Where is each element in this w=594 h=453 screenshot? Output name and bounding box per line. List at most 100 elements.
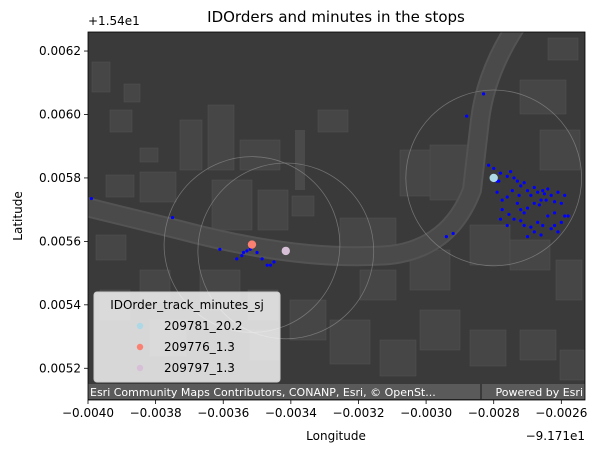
track-point: [522, 181, 526, 185]
building: [211, 179, 253, 231]
building: [317, 109, 349, 133]
track-point: [541, 189, 545, 193]
track-point: [495, 190, 499, 194]
track-point: [500, 198, 504, 202]
track-point: [529, 225, 533, 229]
stop-radius-circle: [405, 89, 583, 267]
x-tick-label: −0.0032: [332, 406, 384, 420]
track-point: [272, 260, 276, 264]
track-point: [451, 231, 455, 236]
legend-swatch-209797: [136, 364, 144, 372]
y-tick-label: 0.0060: [39, 107, 81, 121]
building: [289, 299, 327, 341]
powered-by-esri: Powered by Esri: [495, 386, 583, 399]
track-point: [487, 163, 491, 167]
track-point: [537, 203, 541, 207]
building: [207, 104, 235, 171]
building: [91, 61, 111, 93]
track-point: [519, 208, 523, 212]
track-point: [509, 169, 513, 174]
roads: [88, 32, 525, 267]
track-point: [532, 230, 536, 234]
building: [469, 224, 511, 266]
legend-swatch-209776: [136, 343, 144, 351]
y-tick-label: 0.0052: [39, 361, 81, 375]
track-point: [240, 254, 244, 258]
track-point: [245, 249, 249, 253]
track-point: [510, 189, 514, 193]
track-point: [549, 227, 553, 231]
building: [559, 349, 585, 381]
chart-title: IDOrders and minutes in the stops: [207, 8, 465, 26]
stop-markers: [247, 173, 498, 256]
track-point: [519, 184, 523, 188]
track-point: [505, 223, 509, 228]
y-axis: 0.0052 0.0054 0.0056 0.0058 0.0060 0.0062: [39, 44, 88, 375]
building: [239, 139, 281, 171]
building: [179, 119, 203, 171]
legend-entry-209776: 209776_1.3: [164, 340, 235, 354]
track-point: [559, 201, 563, 205]
building: [509, 239, 551, 271]
track-point: [481, 92, 486, 96]
track-point: [498, 217, 503, 221]
building: [539, 129, 581, 171]
track-point: [500, 208, 504, 212]
track-point: [235, 257, 239, 261]
track-point: [505, 195, 509, 199]
legend-box: [93, 291, 281, 383]
track-point: [539, 233, 543, 237]
plot-area: Esri Community Maps Contributors, CONANP…: [87, 31, 586, 401]
y-tick-label: 0.0062: [39, 44, 81, 58]
track-point: [546, 214, 550, 218]
x-axis-label: Longitude: [306, 429, 366, 443]
track-point: [498, 171, 503, 175]
track-point: [515, 179, 519, 183]
track-point: [260, 257, 264, 261]
track-point: [525, 235, 530, 239]
track-point: [566, 214, 570, 218]
track-point: [536, 190, 540, 194]
stop-marker-209797: [281, 246, 290, 256]
track-point: [522, 223, 526, 228]
y-axis-label: Latitude: [11, 191, 25, 240]
stop-marker-209781: [489, 173, 498, 183]
track-point: [532, 201, 536, 205]
powered-by-bar: [482, 384, 585, 399]
building: [139, 147, 159, 163]
track-point: [546, 187, 550, 191]
building: [123, 83, 141, 103]
track-point: [552, 211, 557, 215]
track-point: [255, 250, 259, 255]
track-point: [539, 198, 543, 202]
track-point: [563, 214, 567, 218]
track-point: [552, 223, 557, 228]
track-point: [465, 114, 469, 118]
building: [379, 339, 417, 377]
legend-title: IDOrder_track_minutes_sj: [110, 298, 264, 312]
attribution-bar: [88, 384, 480, 399]
building: [95, 234, 127, 261]
building: [547, 37, 579, 61]
track-point: [559, 220, 563, 224]
track-point: [218, 247, 222, 251]
main-road-fill: [88, 32, 522, 265]
track-point: [241, 250, 246, 255]
track-point: [515, 201, 519, 205]
building: [139, 171, 177, 203]
x-tick-label: −0.0026: [535, 406, 587, 420]
track-point: [536, 220, 540, 224]
building: [291, 195, 315, 217]
stop-radius-circle: [197, 162, 375, 340]
track-point: [444, 235, 448, 239]
building: [555, 259, 583, 301]
y-tick-label: 0.0056: [39, 234, 81, 248]
track-point: [492, 166, 496, 171]
track-point: [532, 185, 536, 190]
stop-radius-circles: [163, 89, 583, 340]
legend-entry-209797: 209797_1.3: [164, 361, 235, 375]
building: [359, 269, 397, 301]
building: [105, 174, 135, 198]
y-tick-label: 0.0054: [39, 298, 81, 312]
